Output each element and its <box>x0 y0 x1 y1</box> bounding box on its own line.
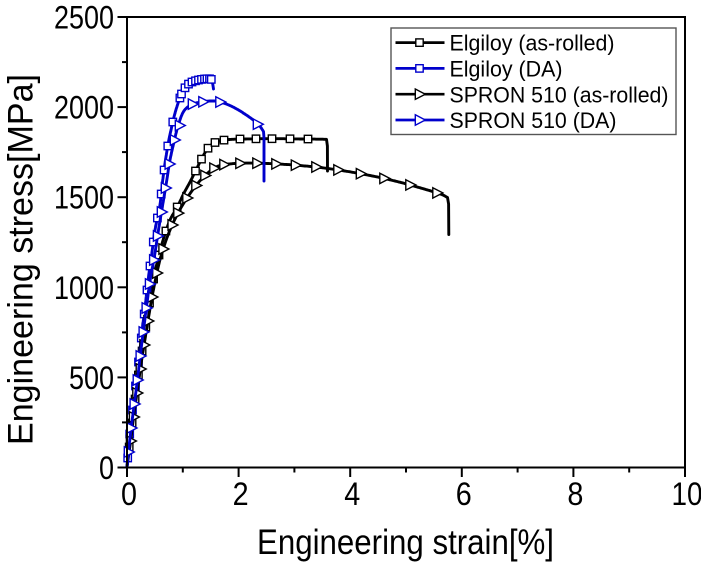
svg-text:0: 0 <box>121 476 137 512</box>
svg-text:Engineering strain[%]: Engineering strain[%] <box>257 523 554 562</box>
svg-text:4: 4 <box>344 476 360 512</box>
svg-text:SPRON 510 (as-rolled): SPRON 510 (as-rolled) <box>450 82 669 107</box>
svg-text:Engineering stress[MPa]: Engineering stress[MPa] <box>2 74 41 445</box>
svg-text:1500: 1500 <box>54 180 114 216</box>
svg-text:1000: 1000 <box>54 270 114 306</box>
svg-text:8: 8 <box>567 476 583 512</box>
svg-text:0: 0 <box>99 450 114 486</box>
svg-text:2: 2 <box>233 476 249 512</box>
svg-text:6: 6 <box>456 476 472 512</box>
svg-text:Elgiloy (DA): Elgiloy (DA) <box>450 57 563 82</box>
svg-text:10: 10 <box>672 476 701 512</box>
svg-text:SPRON 510 (DA): SPRON 510 (DA) <box>450 108 617 133</box>
svg-text:500: 500 <box>69 360 114 396</box>
svg-text:2500: 2500 <box>54 0 114 35</box>
svg-text:Elgiloy (as-rolled): Elgiloy (as-rolled) <box>450 31 615 56</box>
svg-text:2000: 2000 <box>54 90 114 126</box>
